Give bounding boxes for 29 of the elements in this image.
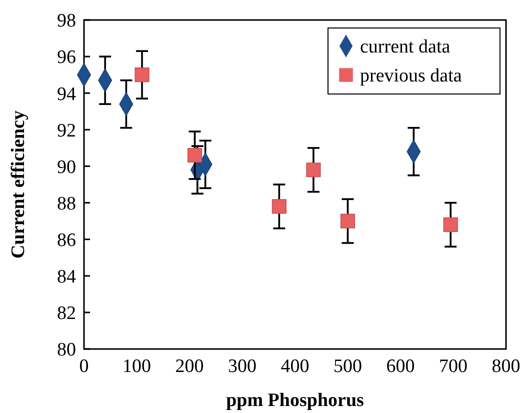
y-axis-title: Current efficiency [8,110,29,258]
point [134,68,150,82]
point [187,148,202,163]
point [272,199,286,214]
y-tick-label: 84 [57,266,76,288]
x-tick-label: 500 [334,356,362,377]
legend-label: previous data [360,66,462,87]
y-tick-label: 92 [57,120,76,142]
y-tick-label: 82 [57,303,76,324]
point [306,162,321,178]
legend-label: current data [360,36,451,58]
x-tick-label: 100 [122,356,151,377]
x-tick-label: 800 [492,356,520,377]
y-tick-label: 86 [57,230,76,251]
y-tick-label: 80 [57,340,76,361]
y-tick-label: 88 [57,193,76,214]
x-tick-label: 700 [439,356,468,377]
x-tick-label: 300 [228,356,256,377]
y-tick-label: 96 [57,47,76,68]
x-tick-label: 200 [175,356,204,377]
point [340,214,356,228]
point [443,217,458,232]
x-axis-title: ppm Phosphorus [226,390,364,411]
x-tick-label: 0 [79,356,89,377]
x-tick-label: 400 [280,356,310,377]
y-tick-label: 90 [57,156,76,178]
x-tick-label: 600 [386,356,415,377]
y-tick-label: 98 [57,10,76,32]
y-tick-label: 94 [57,84,76,105]
